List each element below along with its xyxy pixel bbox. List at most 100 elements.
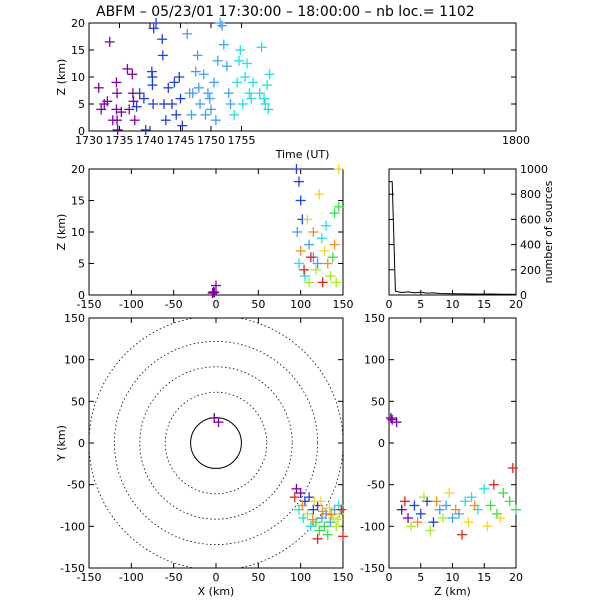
x-tick-label: 1735 [106,134,134,147]
data-point [322,529,333,540]
data-point [332,514,343,525]
y-tick-label: 100 [64,354,85,367]
data-point [304,277,315,288]
range-ring [114,340,318,545]
x-tick-label: -150 [77,298,102,311]
histogram-line [389,181,517,295]
data-point [216,20,227,31]
range-ring [190,417,242,469]
y-tick-label: 0 [378,437,385,450]
data-point [403,513,414,523]
data-point [129,115,140,126]
y-tick-label: 400 [520,239,541,252]
data-point [256,42,267,53]
data-point [498,488,509,498]
data-point [302,214,313,225]
data-point [221,61,232,72]
data-point [488,479,499,490]
data-point [157,50,168,61]
data-point [310,264,321,275]
plan-view-x-label: X (km) [198,585,235,598]
data-point [299,271,310,282]
data-point [192,50,203,61]
y-tick-label: 50 [371,395,385,408]
data-point [264,69,275,80]
data-point [163,82,174,93]
x-tick-label: 10 [446,571,460,584]
data-point [441,500,452,511]
data-point [111,104,122,115]
data-point [187,88,198,99]
data-point [218,39,229,50]
x-tick-label: 1750 [197,134,225,147]
data-point [322,258,333,269]
y-tick-label: 5 [78,258,85,271]
data-point [262,80,273,91]
height-y-panel: 0 5 10 15 20 -150 -100 -50 0 50 100 150 Z (km) [360,312,523,598]
data-point [237,99,248,109]
x-tick-label: 5 [417,571,424,584]
x-tick-label: 1730 [75,134,103,147]
y-tick-label: 0 [78,437,85,450]
y-tick-label: -50 [67,479,85,492]
x-height-panel: -150 -100 -50 0 50 100 150 0 5 10 15 20 Z (km) [55,163,354,311]
data-point [112,88,123,99]
data-point [324,503,335,513]
data-point [240,72,251,82]
time-height-y-label: Z (km) [55,59,68,96]
data-point [387,414,398,425]
data-point [431,496,442,507]
data-point [166,99,177,109]
data-point [175,93,186,104]
data-point [209,77,220,88]
data-point [317,506,328,517]
data-point [297,500,308,511]
data-point [131,101,142,112]
data-point [211,280,221,291]
data-point [485,500,496,511]
data-point [333,201,344,212]
data-point [317,277,328,288]
x-tick-label: -50 [165,298,183,311]
x-tick-label: -50 [165,571,183,584]
data-point [325,271,336,282]
data-point [112,124,123,135]
y-tick-label: 800 [520,188,541,201]
data-point [234,55,245,66]
data-point [409,500,420,511]
data-point [200,109,211,120]
data-point [229,109,240,120]
data-point [124,104,135,115]
data-point [299,264,310,275]
data-point [302,508,313,519]
data-point [111,77,122,88]
x-tick-label: 150 [333,298,354,311]
data-point [327,252,338,263]
y-tick-label: 150 [364,312,385,325]
x-tick-label: 0 [213,298,220,311]
data-point [305,252,316,263]
data-point [235,45,246,55]
x-tick-label: 100 [290,571,311,584]
x-tick-label: 150 [333,571,354,584]
data-point [244,88,255,99]
plan-view-frame [88,317,344,569]
y-tick-label: 10 [71,226,85,239]
data-point [177,120,188,131]
data-point [248,77,259,88]
x-tick-label: 15 [477,571,491,584]
data-point [232,77,243,88]
data-point [292,227,303,237]
data-point [305,521,316,532]
data-point [198,69,209,80]
x-tick-label: 100 [290,298,311,311]
y-tick-label: 1000 [520,163,548,176]
data-point [254,88,265,99]
y-tick-label: 5 [78,98,85,111]
plots: 1730 1735 1740 1745 1750 1755 1800 0 5 10 15 20 Time… [55,17,555,598]
data-point [437,513,448,523]
data-point [325,517,336,528]
data-point [319,521,330,532]
data-point [206,104,216,115]
